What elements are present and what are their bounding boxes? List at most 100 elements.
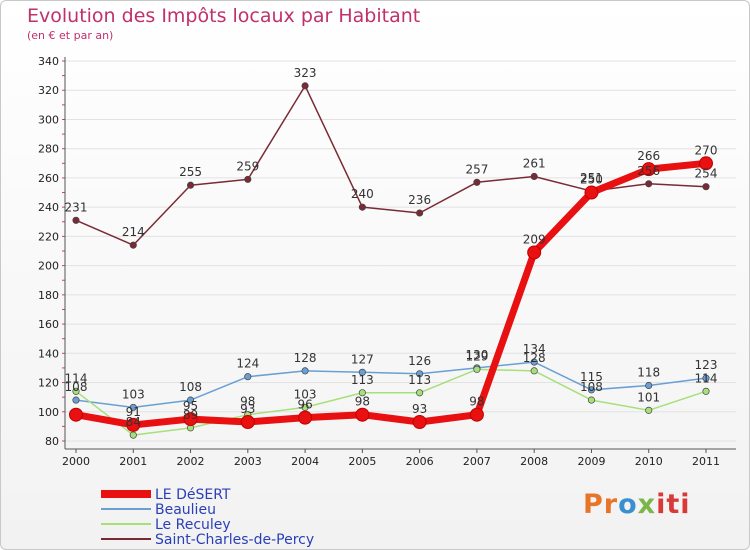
data-label: 98 xyxy=(469,395,484,409)
series-line-2 xyxy=(75,368,707,436)
data-point xyxy=(129,431,137,439)
data-label: 95 xyxy=(183,399,198,413)
x-tick-label: 2001 xyxy=(119,455,147,468)
data-point xyxy=(412,415,427,429)
legend-label: LE DéSERT xyxy=(155,487,231,503)
data-label: 103 xyxy=(294,387,317,401)
data-point xyxy=(240,415,255,429)
y-tick-label: 80 xyxy=(45,435,59,448)
data-label: 93 xyxy=(240,402,255,416)
data-label: 323 xyxy=(294,66,317,80)
data-point xyxy=(527,245,542,260)
data-point xyxy=(587,396,596,404)
data-label: 126 xyxy=(408,354,431,368)
y-tick-label: 120 xyxy=(38,377,59,390)
x-tick-label: 2004 xyxy=(291,455,319,468)
data-point xyxy=(587,386,596,394)
data-point xyxy=(69,407,83,422)
data-point xyxy=(416,209,424,217)
data-point xyxy=(358,203,366,211)
x-tick-label: 2008 xyxy=(520,455,548,468)
data-label: 123 xyxy=(695,358,718,372)
data-label: 124 xyxy=(236,357,259,371)
data-point xyxy=(72,396,80,404)
chart-subtitle: (en € et par an) xyxy=(27,29,114,42)
y-tick-label: 180 xyxy=(38,289,59,302)
data-point xyxy=(126,417,141,432)
data-point xyxy=(641,162,656,177)
data-point xyxy=(645,406,653,414)
data-label: 118 xyxy=(637,365,660,379)
data-label: 108 xyxy=(179,380,202,394)
data-label: 84 xyxy=(126,415,141,429)
data-label: 128 xyxy=(294,351,317,365)
data-point xyxy=(473,178,481,186)
y-tick-label: 100 xyxy=(38,406,59,419)
data-label: 93 xyxy=(412,402,427,416)
data-point xyxy=(129,403,137,411)
data-label: 259 xyxy=(236,159,259,173)
proxiti-logo: Proxiti xyxy=(583,489,691,520)
x-tick-label: 2010 xyxy=(635,455,663,468)
data-label: 115 xyxy=(580,370,603,384)
data-label: 89 xyxy=(183,408,198,422)
data-label: 96 xyxy=(297,398,312,412)
data-label: 108 xyxy=(65,380,88,394)
y-tick-label: 160 xyxy=(38,318,59,331)
data-point xyxy=(645,180,653,188)
y-tick-label: 320 xyxy=(38,84,59,97)
data-label: 98 xyxy=(355,395,370,409)
data-point xyxy=(702,183,710,191)
y-tick-label: 340 xyxy=(38,55,59,68)
data-point xyxy=(699,156,713,171)
data-label: 257 xyxy=(465,162,488,176)
data-point xyxy=(72,216,80,224)
data-point xyxy=(186,181,195,189)
data-point xyxy=(469,407,484,422)
data-label: 128 xyxy=(523,351,546,365)
y-tick-label: 300 xyxy=(38,113,59,126)
data-label: 254 xyxy=(695,167,718,181)
data-label: 101 xyxy=(637,390,660,404)
data-label: 113 xyxy=(408,373,431,387)
data-label: 255 xyxy=(179,165,202,179)
chart-title: Evolution des Impôts locaux par Habitant xyxy=(27,5,421,27)
data-point xyxy=(301,82,309,90)
data-label: 231 xyxy=(65,200,88,214)
data-point xyxy=(645,381,653,390)
data-label: 256 xyxy=(637,164,660,178)
x-tick-label: 2007 xyxy=(463,455,491,468)
data-point xyxy=(530,367,538,375)
data-label: 266 xyxy=(637,149,660,163)
data-label: 270 xyxy=(695,143,718,157)
data-point xyxy=(355,407,370,422)
data-point xyxy=(186,396,195,404)
data-point xyxy=(702,374,710,382)
data-point xyxy=(129,241,137,249)
y-tick-label: 280 xyxy=(38,143,59,156)
data-label: 91 xyxy=(126,405,141,419)
y-tick-label: 240 xyxy=(38,201,59,214)
y-tick-label: 200 xyxy=(38,260,59,273)
y-tick-label: 140 xyxy=(38,347,59,360)
series-line-0 xyxy=(72,159,710,429)
data-point xyxy=(183,412,198,427)
data-label: 129 xyxy=(465,349,488,363)
data-label: 127 xyxy=(351,352,374,366)
data-label: 261 xyxy=(523,156,546,170)
data-point xyxy=(473,365,481,373)
data-label: 236 xyxy=(408,193,431,207)
data-label: 98 xyxy=(240,395,255,409)
x-tick-label: 2005 xyxy=(348,455,376,468)
data-point xyxy=(530,358,538,366)
data-point xyxy=(244,175,252,183)
data-label: 250 xyxy=(580,173,603,187)
data-label: 114 xyxy=(695,371,718,385)
x-tick-label: 2006 xyxy=(406,455,434,468)
data-label: 214 xyxy=(122,225,145,239)
series-line-3 xyxy=(75,85,707,246)
data-point xyxy=(530,172,538,181)
data-point xyxy=(416,389,424,397)
